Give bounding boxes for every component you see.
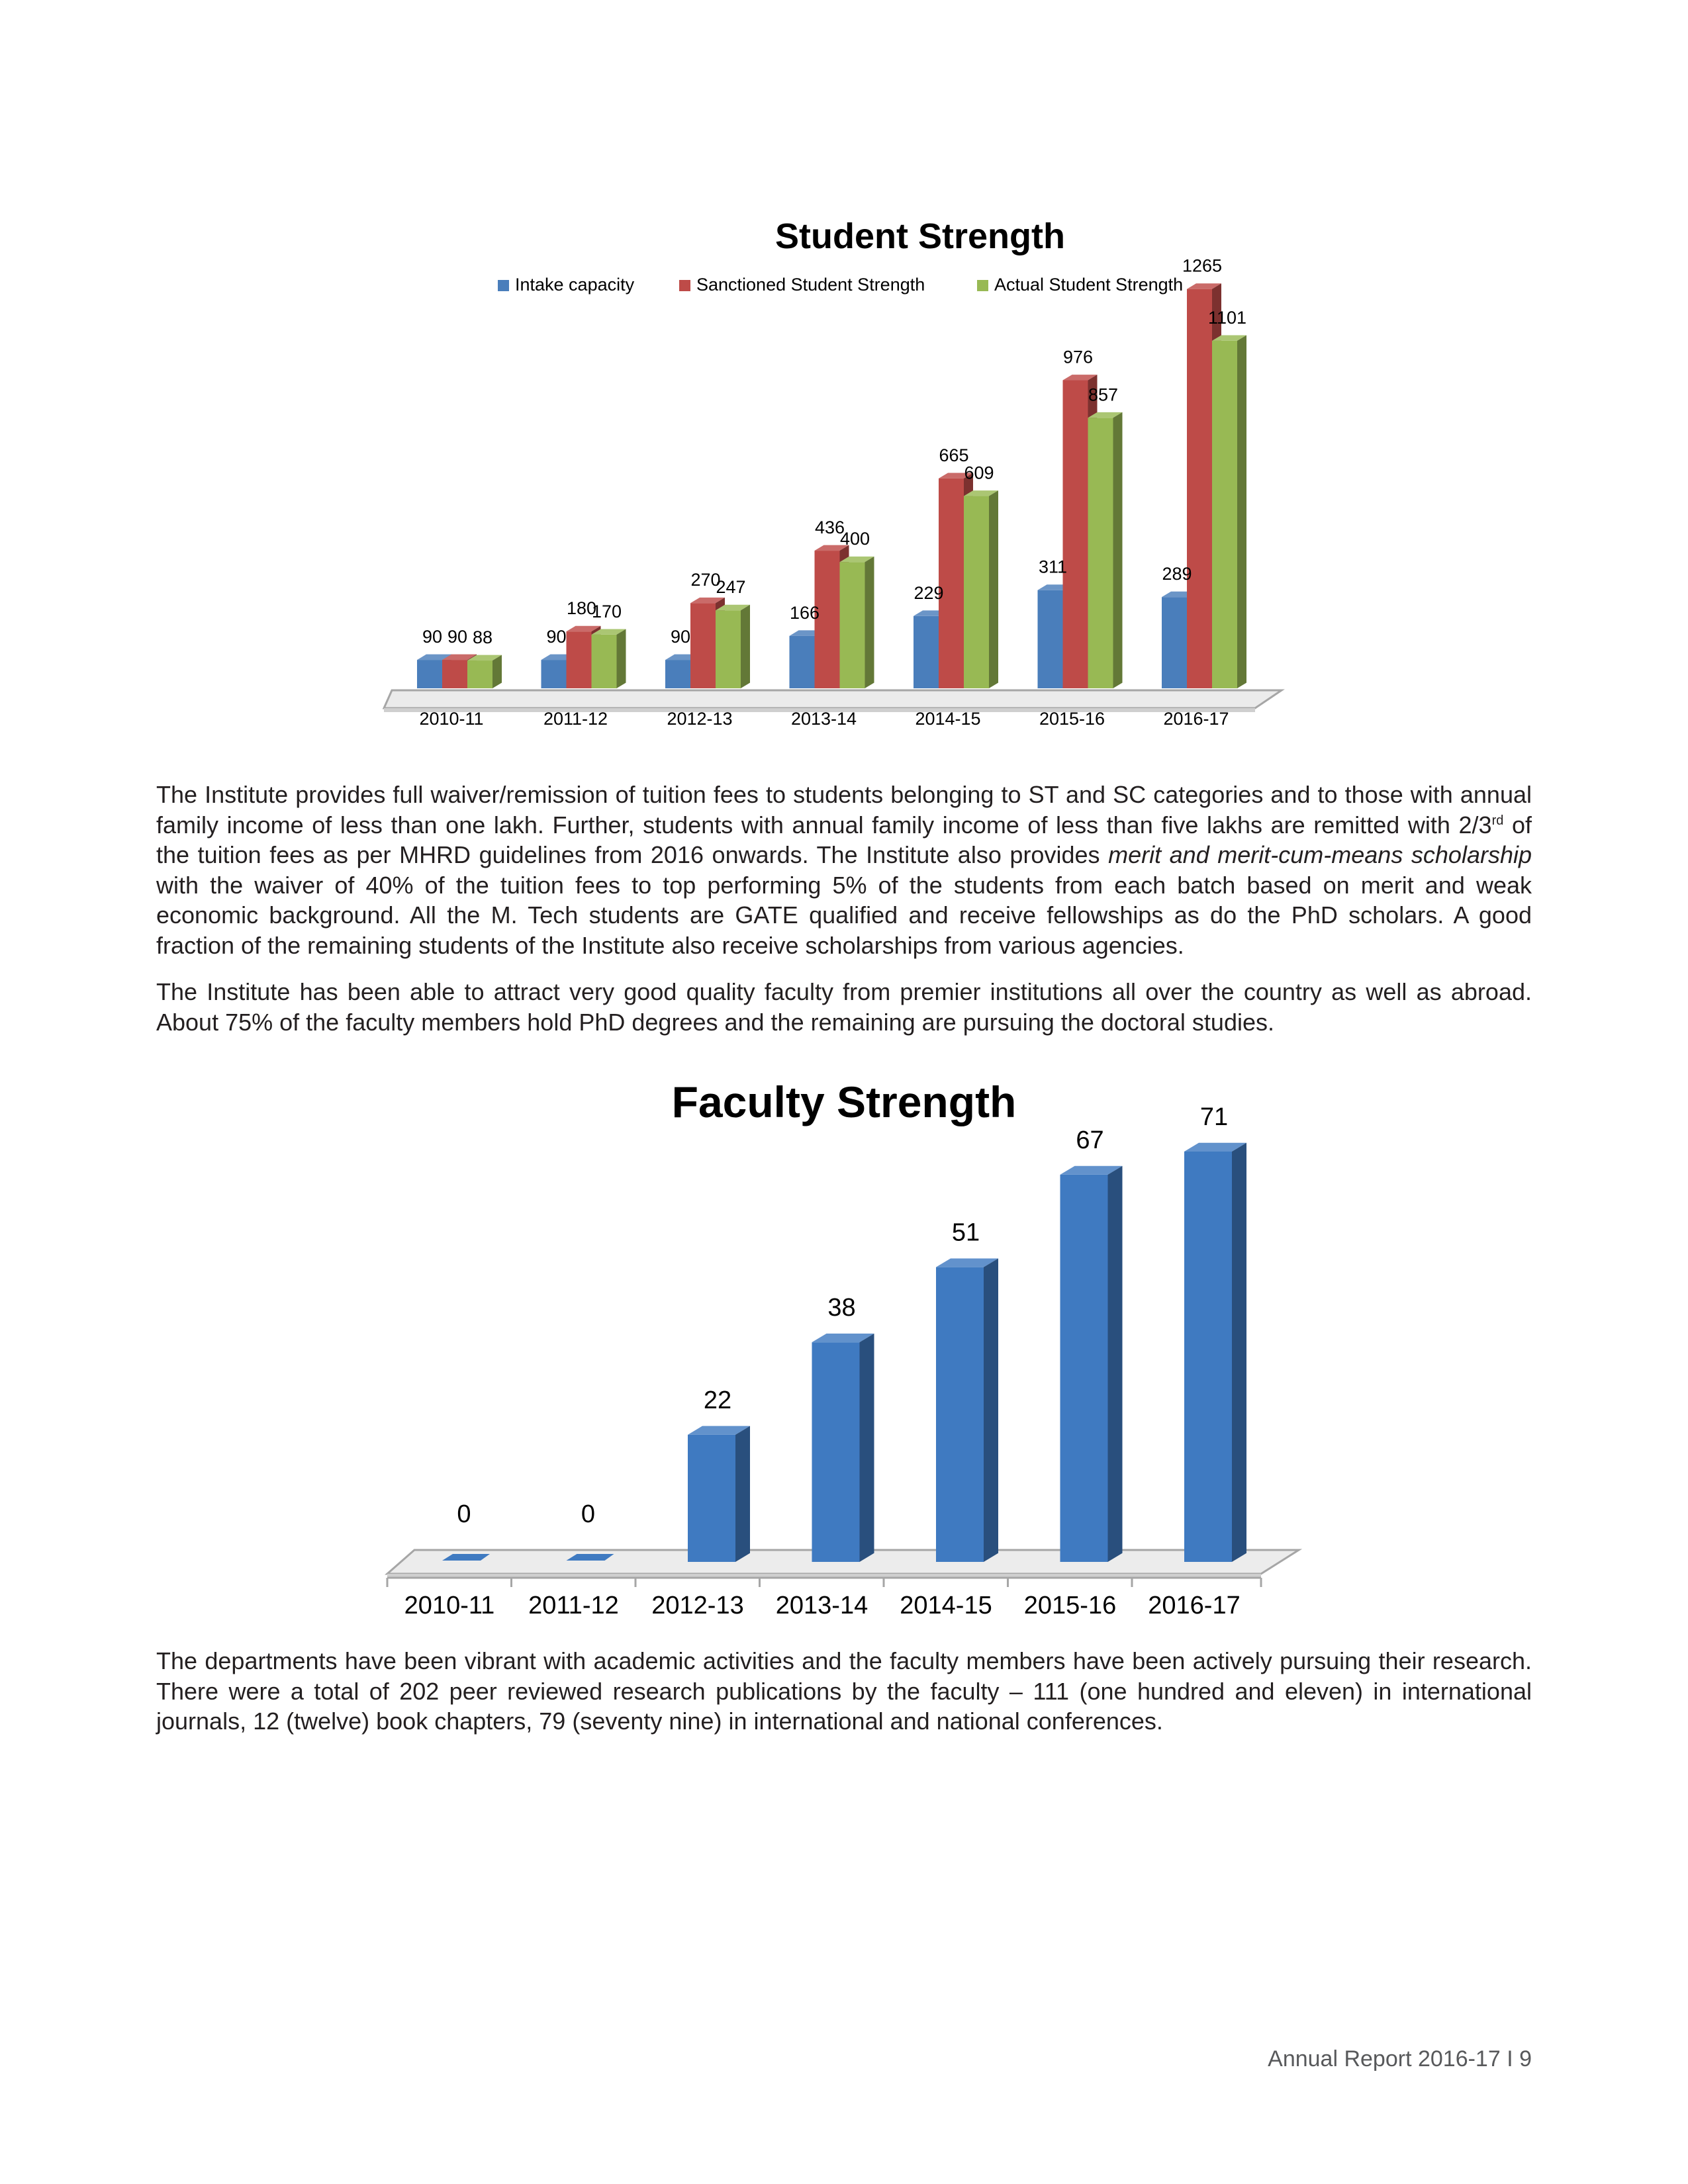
bar: [566, 1554, 614, 1561]
legend-swatch: [498, 280, 509, 291]
data-label: 609: [964, 463, 994, 483]
x-tick-label: 2015-16: [1039, 709, 1105, 729]
bar: [812, 1333, 874, 1562]
student-chart-title: Student Strength: [775, 216, 1065, 256]
x-tick-label: 2010-11: [419, 709, 483, 729]
student-chart-bars: [417, 283, 1246, 688]
faculty-chart-bars: [442, 1142, 1246, 1562]
x-tick-label: 2010-11: [404, 1592, 495, 1619]
bar: [839, 556, 874, 688]
data-label: 1265: [1182, 256, 1222, 276]
data-label: 0: [581, 1500, 595, 1528]
bar: [1060, 1165, 1123, 1562]
data-label: 665: [939, 445, 968, 465]
page-footer: Annual Report 2016-17 I 9: [1268, 2046, 1532, 2071]
data-label: 229: [914, 583, 943, 603]
x-tick-label: 2015-16: [1024, 1592, 1116, 1619]
data-label: 857: [1088, 385, 1118, 404]
bar: [1088, 412, 1123, 688]
data-label: 22: [704, 1387, 731, 1414]
x-tick-label: 2012-13: [667, 709, 732, 729]
data-label: 311: [1039, 557, 1067, 577]
bar: [964, 490, 998, 688]
bar: [716, 604, 750, 688]
data-label: 166: [790, 603, 820, 623]
bar: [591, 629, 626, 688]
legend-swatch: [977, 280, 988, 291]
data-label: 180: [567, 598, 596, 618]
data-label: 51: [952, 1219, 980, 1247]
x-tick-label: 2013-14: [776, 1592, 868, 1619]
data-label: 1101: [1208, 308, 1246, 328]
research-paragraph: The departments have been vibrant with a…: [156, 1647, 1532, 1735]
data-label: 90: [422, 627, 442, 647]
fee-waiver-paragraph: The Institute provides full waiver/remis…: [156, 781, 1532, 959]
bar: [442, 1554, 490, 1561]
student-chart-legend: Intake capacity Sanctioned Student Streng…: [498, 275, 1183, 295]
data-label: 976: [1063, 347, 1093, 367]
bar: [1184, 1142, 1246, 1562]
data-label: 400: [840, 529, 870, 549]
data-label: 270: [690, 570, 720, 590]
x-tick-label: 2013-14: [791, 709, 857, 729]
bar: [688, 1426, 750, 1562]
bar: [936, 1258, 998, 1562]
student-chart-floor-front: [384, 708, 1255, 712]
data-label: 289: [1162, 564, 1192, 584]
data-label: 71: [1200, 1103, 1228, 1131]
bar: [1212, 335, 1246, 688]
data-label: 38: [827, 1294, 855, 1322]
x-tick-label: 2014-15: [915, 709, 980, 729]
student-chart-data-labels: 90 90 88 9018017090270247166436400229665609…: [422, 256, 1246, 647]
data-label: 88: [473, 627, 492, 647]
bar: [467, 655, 502, 688]
legend-label: Intake capacity: [515, 275, 635, 295]
faculty-chart-x-axis: 2010-11 2011-12 2012-13 2013-14 2014-15 2015-…: [386, 1578, 1262, 1619]
x-tick-label: 2011-12: [543, 709, 608, 729]
data-label: 90: [546, 627, 566, 647]
legend-label: Actual Student Strength: [994, 275, 1183, 295]
faculty-quality-paragraph: The Institute has been able to attract v…: [156, 978, 1532, 1036]
x-tick-label: 2016-17: [1163, 709, 1229, 729]
data-label: 170: [592, 602, 622, 621]
x-tick-label: 2011-12: [528, 1592, 619, 1619]
bar: [690, 597, 725, 688]
legend-swatch: [679, 280, 690, 291]
student-chart-floor: [382, 689, 1285, 709]
data-label: 0: [457, 1500, 471, 1528]
data-label: 67: [1076, 1126, 1103, 1154]
data-label: 247: [716, 577, 745, 597]
data-label: 436: [815, 518, 845, 537]
data-label: 90: [447, 627, 467, 647]
faculty-chart-data-labels: 0 0 22 38 51 67 71: [457, 1103, 1228, 1528]
legend-label: Sanctioned Student Strength: [696, 275, 925, 295]
student-chart-x-axis: 2010-11 2011-12 2012-13 2013-14 2014-15 2015-…: [419, 709, 1229, 729]
x-tick-label: 2014-15: [900, 1592, 992, 1619]
x-tick-label: 2016-17: [1148, 1592, 1240, 1619]
x-tick-label: 2012-13: [651, 1592, 743, 1619]
data-label: 90: [671, 627, 690, 647]
faculty-chart-title: Faculty Strength: [672, 1077, 1017, 1126]
student-strength-chart: Student Strength Intake capacity Sanction…: [382, 216, 1285, 729]
